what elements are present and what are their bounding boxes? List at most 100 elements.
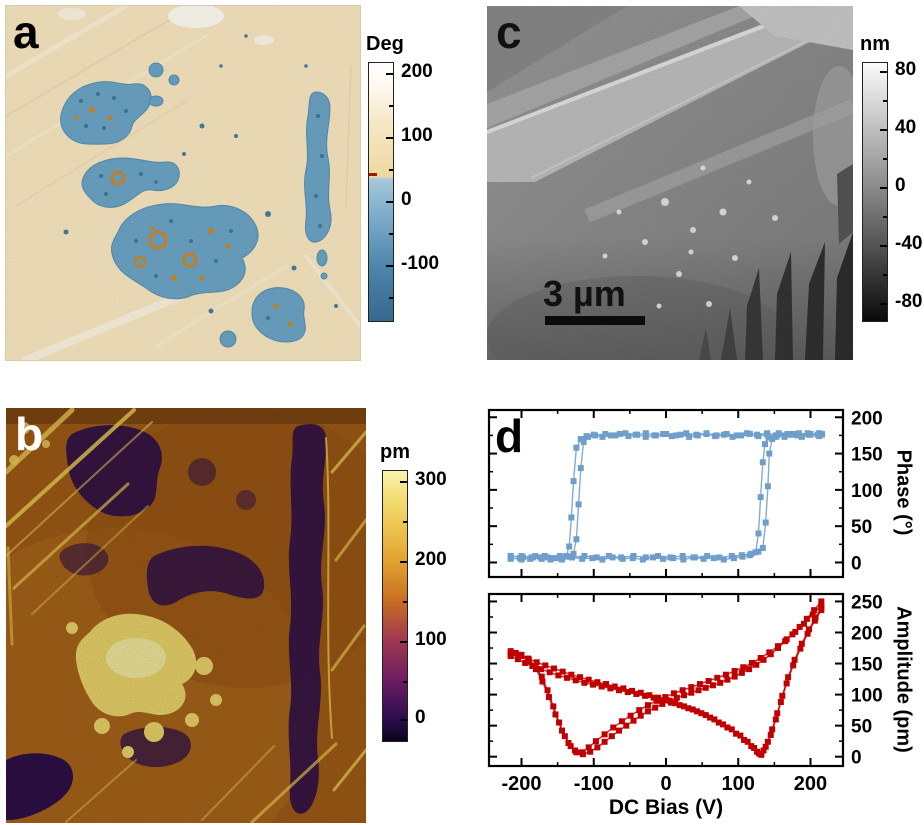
data-marker — [603, 681, 610, 688]
y-tick-label: 100 — [851, 686, 883, 707]
data-marker — [565, 740, 572, 747]
data-marker — [755, 530, 762, 537]
colorbar-tick-label: 200 — [415, 549, 447, 570]
data-marker — [637, 689, 644, 696]
data-marker — [663, 430, 669, 437]
panel-b-label: b — [15, 408, 44, 460]
data-marker — [546, 669, 553, 676]
data-marker — [667, 554, 674, 561]
data-marker — [637, 712, 644, 719]
data-marker — [746, 666, 753, 673]
data-marker — [804, 430, 811, 437]
colorbar-phase-bar — [368, 62, 394, 322]
data-marker — [575, 501, 582, 508]
data-marker — [507, 553, 514, 560]
data-marker — [642, 430, 649, 437]
data-marker — [754, 431, 761, 438]
colorbar-tick — [386, 265, 393, 267]
data-marker — [814, 431, 821, 438]
data-marker — [616, 687, 623, 694]
pfm-phase-image — [6, 6, 360, 360]
grain-overlay — [6, 408, 366, 823]
pfm-amplitude-image — [6, 408, 366, 823]
panel-a-phase-image — [5, 5, 361, 361]
data-marker — [714, 674, 721, 681]
data-marker — [754, 748, 761, 755]
data-marker — [794, 432, 801, 439]
data-marker — [681, 703, 688, 710]
data-marker — [530, 554, 537, 561]
data-marker — [550, 703, 557, 710]
colorbar-tick-label: -100 — [401, 253, 440, 274]
data-marker — [738, 552, 745, 559]
colorbar-topography-title: nm — [860, 33, 890, 55]
data-marker — [642, 433, 649, 440]
data-marker — [759, 544, 766, 551]
data-marker — [585, 676, 592, 683]
colorbar-minor-tick — [389, 169, 393, 171]
data-marker — [680, 556, 687, 563]
colorbar-tick-label: 0 — [401, 189, 412, 210]
data-marker — [784, 430, 791, 437]
data-marker — [632, 431, 639, 438]
data-marker — [673, 694, 680, 701]
data-marker — [587, 748, 594, 755]
data-marker — [755, 548, 762, 555]
data-marker — [700, 555, 707, 562]
data-marker — [790, 662, 797, 669]
colorbar-minor-tick — [883, 216, 887, 218]
colorbar-amplitude-bar — [382, 470, 408, 742]
data-marker — [598, 683, 605, 690]
data-marker — [545, 694, 552, 701]
colorbar-tick — [400, 719, 407, 721]
data-marker — [811, 617, 818, 624]
data-marker — [728, 726, 735, 733]
data-marker — [616, 727, 623, 734]
data-marker — [655, 552, 662, 559]
data-marker — [759, 459, 766, 466]
colorbar-tick — [386, 201, 393, 203]
data-marker — [731, 673, 738, 680]
data-marker — [670, 690, 677, 697]
series-line — [510, 433, 823, 561]
data-marker — [559, 668, 566, 675]
colorbar-tick-label: -40 — [895, 233, 923, 254]
colorbar-phase: Deg 200 100 0 -100 — [366, 33, 439, 322]
y-tick-label: 150 — [851, 445, 883, 466]
colorbar-tick — [880, 187, 887, 189]
data-marker — [564, 553, 571, 560]
data-marker — [748, 659, 755, 666]
data-marker — [741, 736, 748, 743]
data-marker — [537, 554, 544, 561]
y-tick-label: 50 — [851, 517, 872, 538]
data-marker — [577, 465, 584, 472]
data-marker — [792, 628, 799, 635]
panel-d-label: d — [495, 410, 524, 462]
colorbar-tick — [386, 73, 393, 75]
colorbar-minor-tick — [403, 521, 407, 523]
data-marker — [605, 552, 612, 559]
colorbar-tick — [880, 129, 887, 131]
data-marker — [766, 649, 773, 656]
data-marker — [655, 694, 662, 701]
data-marker — [724, 676, 731, 683]
data-marker — [723, 430, 730, 437]
y-tick-label: 0 — [851, 553, 862, 574]
data-marker — [594, 744, 601, 751]
data-marker — [693, 431, 700, 438]
data-marker — [688, 684, 695, 691]
data-marker — [733, 730, 740, 737]
data-marker — [737, 732, 744, 739]
data-marker — [803, 615, 810, 622]
colorbar-amplitude-title: pm — [380, 441, 410, 463]
data-marker — [652, 432, 659, 439]
data-marker — [733, 432, 740, 439]
data-marker — [688, 689, 695, 696]
data-marker — [618, 718, 625, 725]
data-marker — [672, 700, 679, 707]
colorbar-tick-label: 40 — [895, 117, 917, 138]
data-marker — [707, 714, 714, 721]
data-marker — [709, 682, 716, 689]
colorbar-marker — [369, 173, 377, 176]
data-marker — [622, 430, 629, 437]
